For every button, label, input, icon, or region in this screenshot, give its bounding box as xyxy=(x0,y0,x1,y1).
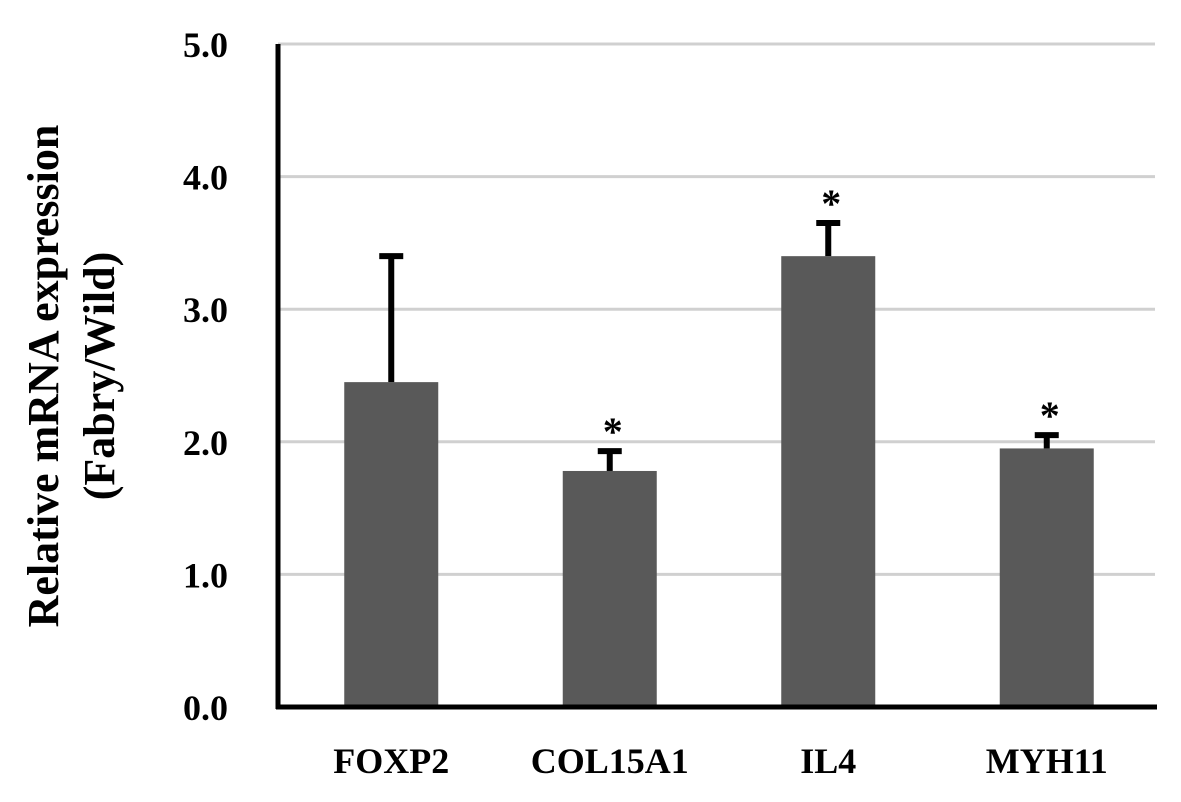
x-tick-label-foxp2: FOXP2 xyxy=(333,741,449,781)
y-tick-label: 3.0 xyxy=(183,290,228,330)
y-axis-title: Relative mRNA expression (Fabry/Wild) xyxy=(19,125,124,628)
y-tick-label: 5.0 xyxy=(183,25,228,65)
bars xyxy=(344,220,1094,707)
significance-marker-myh11: * xyxy=(1040,393,1060,438)
x-tick-label-col15a1: COL15A1 xyxy=(531,741,689,781)
y-axis-title-line-2: (Fabry/Wild) xyxy=(75,252,124,501)
y-tick-label: 1.0 xyxy=(183,555,228,595)
y-tick-labels: 0.0 1.0 2.0 3.0 4.0 5.0 xyxy=(183,25,228,728)
x-tick-label-myh11: MYH11 xyxy=(986,741,1108,781)
axes xyxy=(275,44,1157,710)
significance-markers: * * * xyxy=(603,181,1060,454)
x-tick-labels: FOXP2 COL15A1 IL4 MYH11 xyxy=(333,741,1107,781)
significance-marker-col15a1: * xyxy=(603,409,623,454)
bar-myh11 xyxy=(999,448,1094,707)
significance-marker-il4: * xyxy=(821,181,841,226)
bar-foxp2 xyxy=(344,382,439,707)
y-axis-title-line-1: Relative mRNA expression xyxy=(19,125,68,628)
y-tick-label: 2.0 xyxy=(183,423,228,463)
y-tick-label: 4.0 xyxy=(183,158,228,198)
bar-col15a1 xyxy=(562,470,657,707)
bar-il4 xyxy=(781,256,876,707)
y-tick-label: 0.0 xyxy=(183,688,228,728)
x-tick-label-il4: IL4 xyxy=(800,741,856,781)
